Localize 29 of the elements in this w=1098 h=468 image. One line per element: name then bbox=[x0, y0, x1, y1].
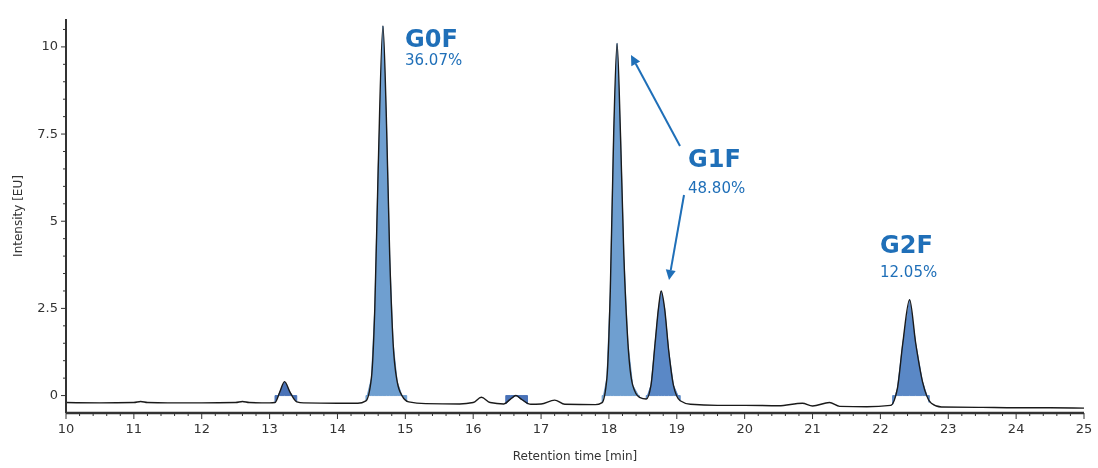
annotation: 12.05% bbox=[880, 262, 938, 281]
annotation: G2F bbox=[880, 231, 933, 259]
y-tick-label: 5 bbox=[49, 212, 58, 228]
x-tick-label: 16 bbox=[464, 421, 482, 436]
x-tick-label: 18 bbox=[600, 421, 618, 436]
x-tick-label: 19 bbox=[668, 421, 686, 436]
annotation: 36.07% bbox=[405, 50, 463, 69]
x-tick-label: 24 bbox=[1007, 421, 1025, 436]
x-tick-label: 13 bbox=[261, 421, 278, 436]
x-tick-label: 21 bbox=[804, 421, 821, 436]
y-axis-title: Intensity [EU] bbox=[11, 175, 25, 257]
x-tick-label: 23 bbox=[939, 421, 957, 436]
x-tick-label: 20 bbox=[736, 421, 753, 436]
x-tick-label: 14 bbox=[329, 421, 346, 436]
y-tick-label: 10 bbox=[41, 38, 58, 54]
y-tick-label: 2.5 bbox=[37, 299, 58, 315]
annotation: G0F bbox=[405, 25, 458, 53]
x-tick-label: 15 bbox=[397, 421, 414, 436]
x-tick-label: 22 bbox=[872, 421, 889, 436]
annotation: 48.80% bbox=[688, 178, 746, 197]
x-tick-label: 11 bbox=[125, 421, 143, 436]
x-tick-label: 17 bbox=[532, 421, 550, 436]
annotation: G1F bbox=[688, 145, 741, 173]
line-series bbox=[65, 25, 1085, 409]
x-tick-label: 12 bbox=[193, 421, 211, 436]
x-tick-label: 25 bbox=[1075, 421, 1093, 436]
y-tick-label: 0 bbox=[49, 387, 58, 403]
x-axis-title: Retention time [min] bbox=[512, 449, 638, 463]
y-tick-label: 7.5 bbox=[37, 125, 58, 141]
